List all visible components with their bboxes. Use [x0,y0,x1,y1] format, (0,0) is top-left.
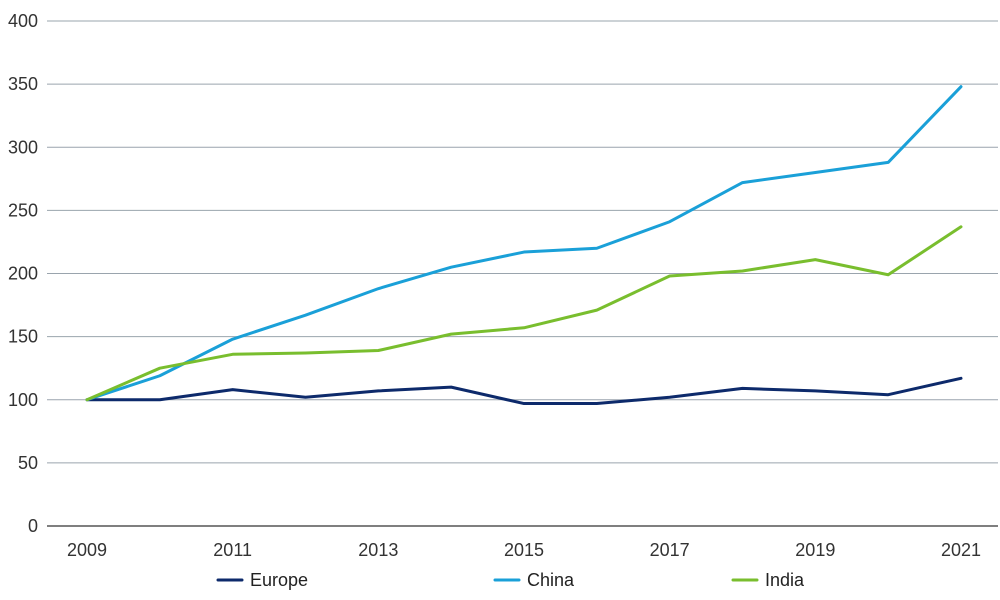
legend: Europe China India [216,570,805,590]
y-tick-label: 150 [8,327,38,347]
x-axis-ticks: 2009 2011 2013 2015 2017 2019 2021 [67,540,981,560]
y-tick-label: 200 [8,264,38,284]
x-tick-label: 2017 [650,540,690,560]
y-tick-label: 0 [28,516,38,536]
x-tick-label: 2019 [795,540,835,560]
gridlines [47,20,998,464]
x-tick-label: 2021 [941,540,981,560]
series-line-europe [85,376,963,406]
legend-item-india: India [731,570,805,590]
legend-label: China [527,570,575,590]
legend-label: India [765,570,805,590]
x-tick-label: 2011 [213,540,252,560]
y-tick-label: 250 [8,200,38,220]
legend-item-china: China [493,570,575,590]
series-lines [85,85,963,406]
y-tick-label: 350 [8,74,38,94]
y-tick-label: 50 [18,453,38,473]
x-tick-label: 2015 [504,540,544,560]
series-line-china [85,85,963,402]
y-tick-label: 300 [8,137,38,157]
x-tick-label: 2009 [67,540,107,560]
y-tick-label: 400 [8,11,38,31]
legend-label: Europe [250,570,308,590]
y-tick-label: 100 [8,390,38,410]
legend-item-europe: Europe [216,570,308,590]
series-line-india [85,225,963,402]
x-tick-label: 2013 [358,540,398,560]
y-axis-ticks: 0 50 100 150 200 250 300 350 400 [8,11,38,536]
